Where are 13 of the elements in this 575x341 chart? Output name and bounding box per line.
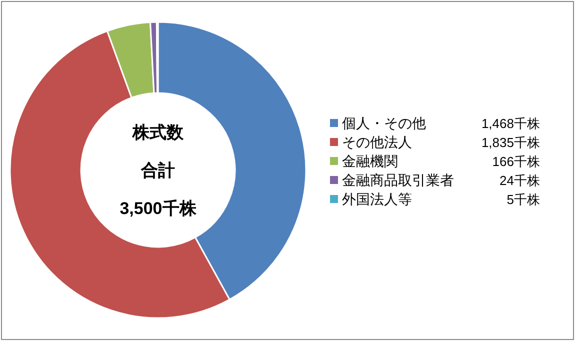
data-label: 1,468千株	[481, 116, 540, 131]
data-label: 166千株	[492, 154, 540, 169]
text: 3,500千株	[120, 199, 198, 218]
data-label: 1,835千株	[481, 135, 540, 150]
legend-label: 金融機関	[342, 153, 398, 169]
data-label: 5千株	[506, 192, 540, 207]
data-label: 24千株	[500, 173, 540, 188]
text: 株式数	[132, 123, 184, 142]
text: 合計	[140, 161, 175, 180]
legend-label: 金融商品取引業者	[342, 172, 454, 188]
legend-label: 外国法人等	[342, 191, 412, 207]
legend-label: その他法人	[342, 134, 412, 150]
legend-label: 個人・その他	[342, 115, 426, 131]
